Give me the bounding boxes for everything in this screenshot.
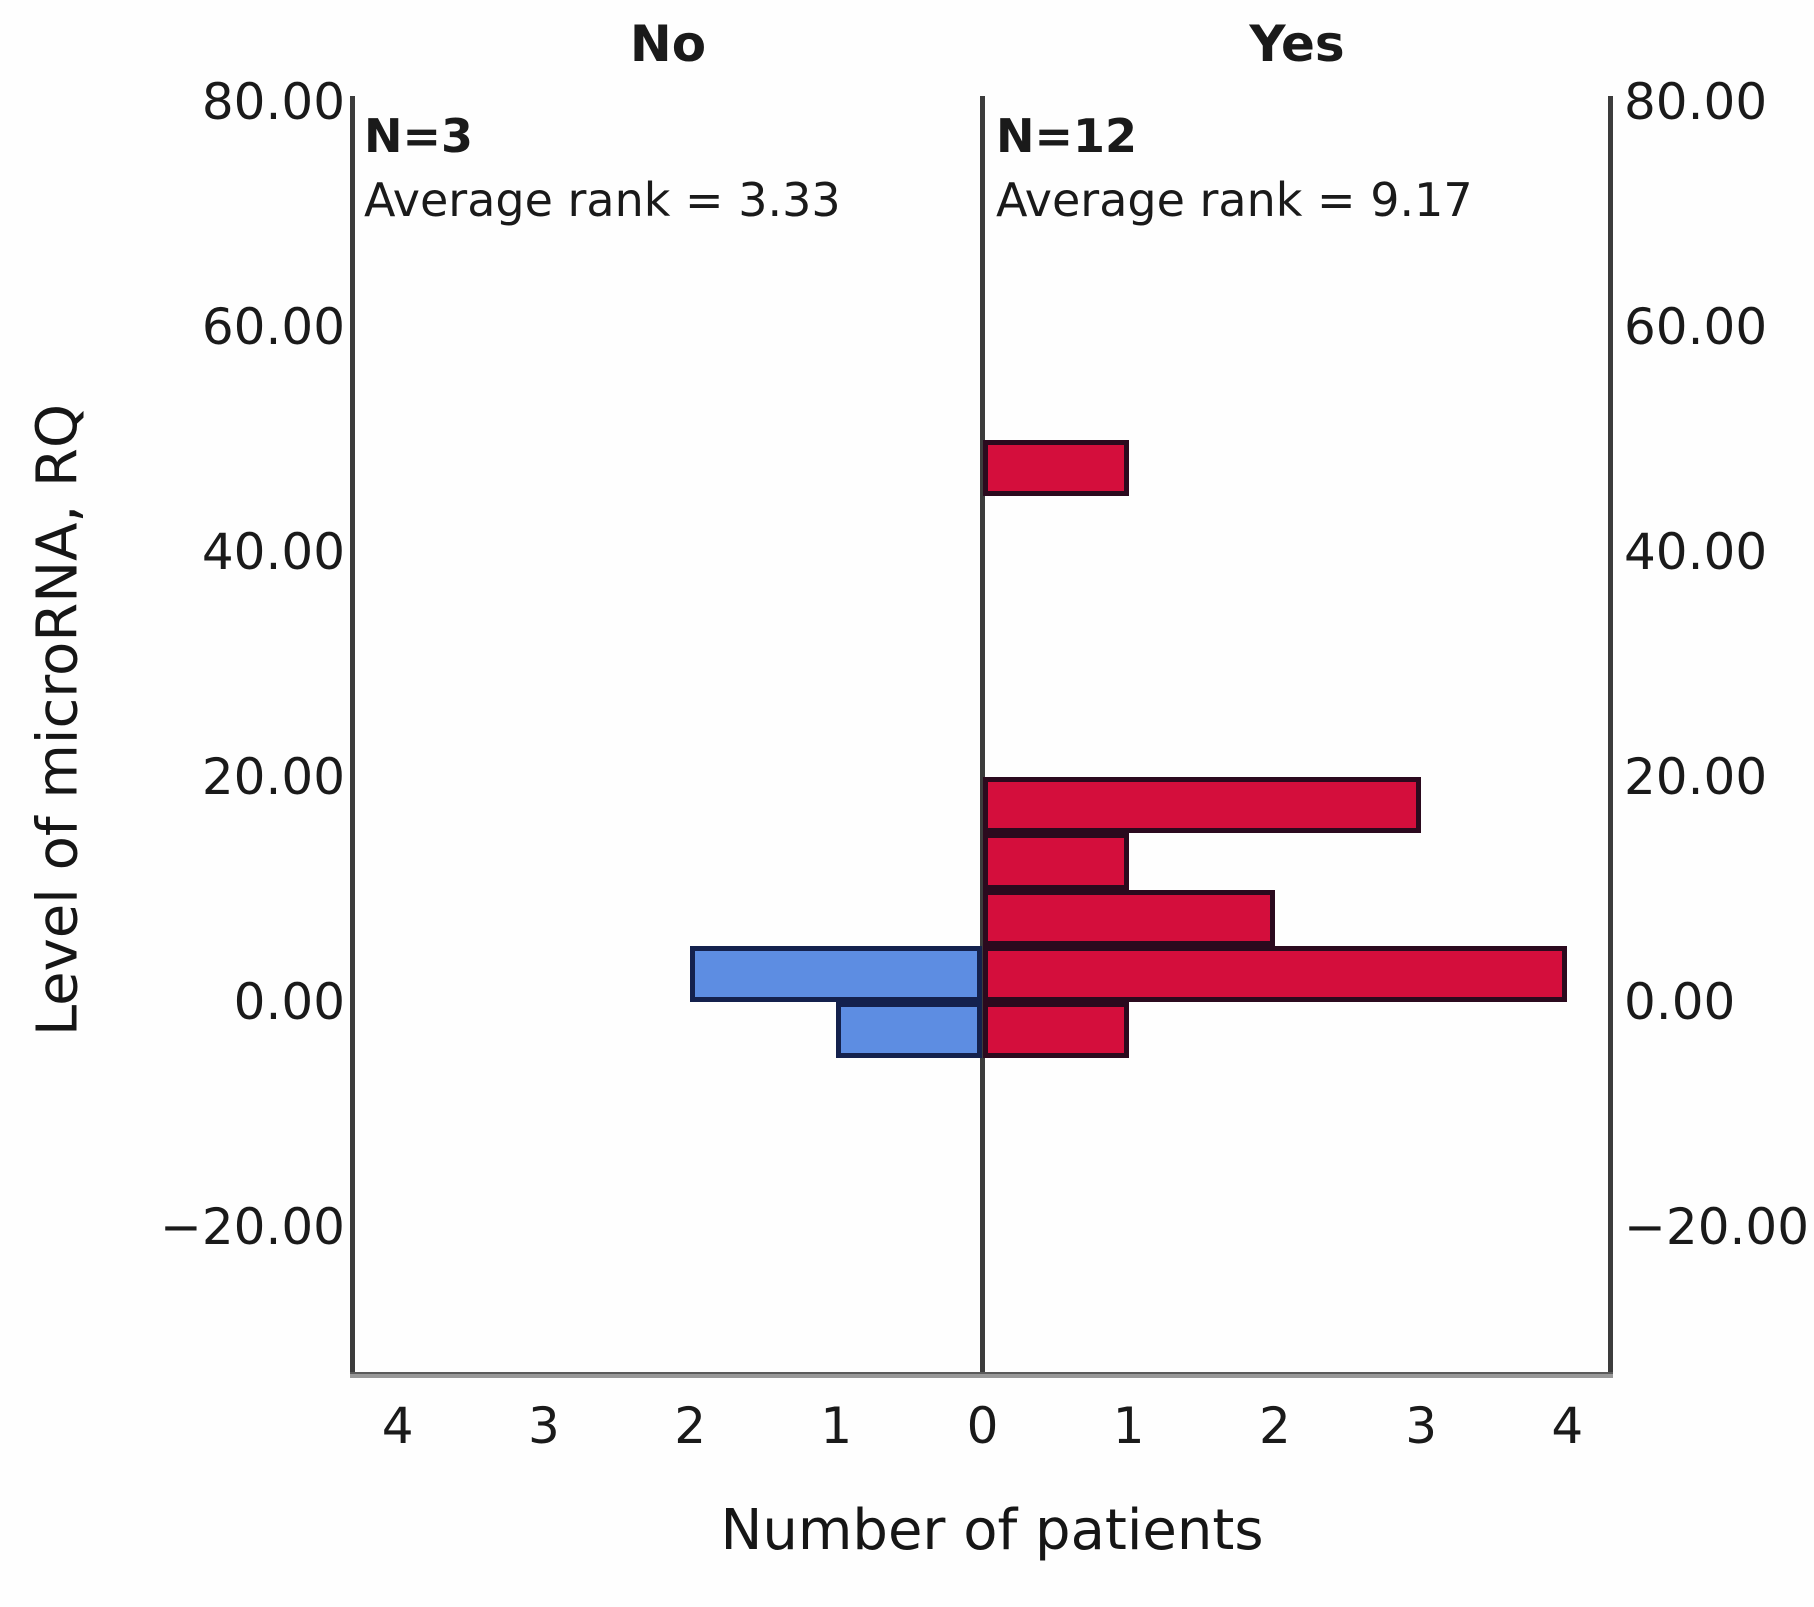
y-tick-label-right: 40.00 bbox=[1624, 523, 1768, 581]
y-tick-label-left: 20.00 bbox=[201, 748, 345, 806]
y-tick-label-left: 0.00 bbox=[233, 973, 345, 1031]
y-tick-label-left: 80.00 bbox=[201, 73, 345, 131]
histogram-bar-yes bbox=[982, 777, 1422, 834]
histogram-bar-no bbox=[690, 945, 983, 1002]
panel-header-yes: Yes bbox=[1249, 15, 1345, 73]
annotation-no-n: N=3 bbox=[364, 109, 474, 163]
y-tick-label-right: −20.00 bbox=[1624, 1198, 1810, 1256]
y-tick-label-left: 60.00 bbox=[201, 298, 345, 356]
annotation-yes-rank: Average rank = 9.17 bbox=[996, 173, 1473, 227]
x-tick-label: 2 bbox=[1258, 1397, 1291, 1455]
x-tick-label: 1 bbox=[1112, 1397, 1145, 1455]
center-axis-line bbox=[980, 96, 985, 1374]
histogram-bar-yes bbox=[982, 889, 1275, 946]
y-tick-label-right: 80.00 bbox=[1624, 73, 1768, 131]
left-axis-line bbox=[350, 96, 355, 1374]
y-tick-label-right: 0.00 bbox=[1624, 973, 1736, 1031]
histogram-bar-no bbox=[836, 1002, 983, 1059]
x-tick-label: 4 bbox=[1551, 1397, 1584, 1455]
histogram-bar-yes bbox=[982, 945, 1568, 1002]
panel-header-no: No bbox=[629, 15, 707, 73]
right-axis-line bbox=[1608, 96, 1613, 1374]
x-axis-title: Number of patients bbox=[720, 1498, 1264, 1563]
histogram-bar-yes bbox=[982, 1002, 1129, 1059]
x-tick-label: 3 bbox=[1405, 1397, 1437, 1455]
x-tick-label: 3 bbox=[527, 1397, 560, 1455]
y-tick-label-left: 40.00 bbox=[201, 523, 345, 581]
y-tick-label-right: 60.00 bbox=[1624, 298, 1768, 356]
y-tick-label-left: −20.00 bbox=[159, 1198, 345, 1256]
annotation-no: N=3 Average rank = 3.33 bbox=[364, 104, 841, 232]
annotation-no-rank: Average rank = 3.33 bbox=[364, 173, 841, 227]
x-tick-label: 2 bbox=[674, 1397, 706, 1455]
annotation-yes-n: N=12 bbox=[996, 109, 1138, 163]
histogram-bar-yes bbox=[982, 833, 1129, 890]
x-tick-label: 0 bbox=[966, 1397, 999, 1455]
annotation-yes: N=12 Average rank = 9.17 bbox=[996, 104, 1473, 232]
x-tick-label: 4 bbox=[381, 1397, 414, 1455]
y-axis-title: Level of microRNA, RQ bbox=[25, 403, 91, 1037]
y-tick-label-right: 20.00 bbox=[1624, 748, 1768, 806]
x-tick-label: 1 bbox=[820, 1397, 853, 1455]
histogram-bar-yes bbox=[982, 439, 1129, 496]
bottom-axis-line bbox=[350, 1372, 1613, 1378]
